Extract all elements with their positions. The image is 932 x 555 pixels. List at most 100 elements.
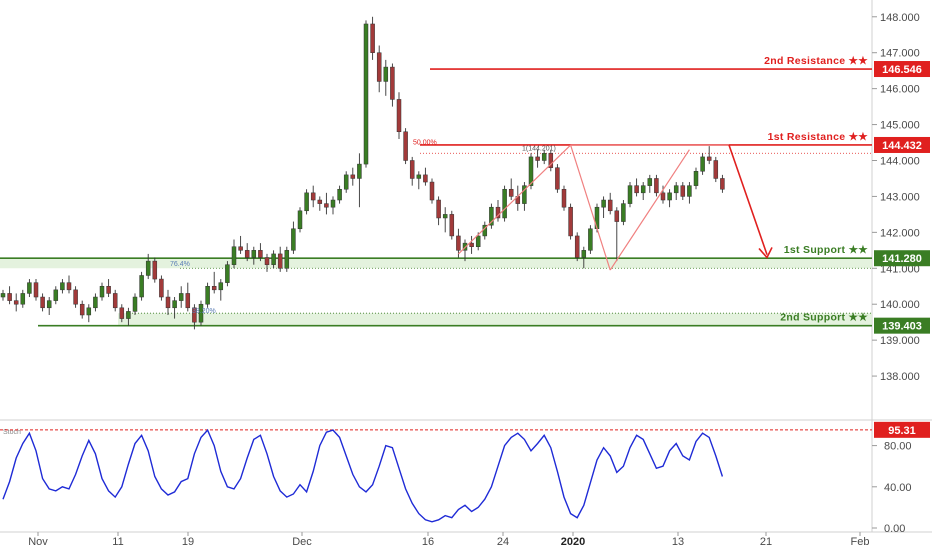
projection-arrow-line xyxy=(728,144,768,255)
candle-body xyxy=(13,300,19,305)
indicator-label: Stoch xyxy=(3,429,21,436)
candle-body xyxy=(258,250,263,258)
candle-body xyxy=(574,235,580,258)
candle-body xyxy=(284,250,290,269)
time-tick-label: 21 xyxy=(760,536,772,548)
candle-body xyxy=(310,192,316,201)
candle-body xyxy=(291,228,296,251)
level-tags: 146.546 144.432 141.280 139.403 95.31 xyxy=(874,61,930,438)
candle-body xyxy=(126,311,131,319)
candle-body xyxy=(502,188,507,219)
candle-body xyxy=(621,203,626,222)
candle-body xyxy=(403,131,408,161)
candle-body xyxy=(568,206,573,237)
candle-body xyxy=(46,300,52,309)
candle-body xyxy=(324,203,329,208)
candle-body xyxy=(442,214,448,219)
candle-body xyxy=(647,178,653,186)
level-name-label: 2nd Support ★★ xyxy=(780,312,868,324)
candle-body xyxy=(271,253,276,265)
price-tick-label: 139.000 xyxy=(880,335,920,347)
candle-body xyxy=(159,278,164,298)
pattern-drawings xyxy=(457,144,773,271)
support-zone-2 xyxy=(118,313,872,326)
candle-body xyxy=(436,199,441,219)
candle-body xyxy=(86,307,92,316)
level-price-tag-text: 139.403 xyxy=(882,321,922,333)
candle-body xyxy=(627,185,633,204)
candle-body xyxy=(535,156,540,161)
candle-body xyxy=(713,160,719,179)
candle-body xyxy=(693,171,699,186)
pattern-leg xyxy=(609,149,690,271)
pattern-leg xyxy=(570,144,611,271)
candle-body xyxy=(416,174,422,179)
candle-body xyxy=(343,174,349,190)
time-tick-label: 2020 xyxy=(561,536,585,548)
candle-body xyxy=(667,192,672,201)
candle-body xyxy=(0,293,6,298)
pattern-leg xyxy=(457,144,572,255)
candle-body xyxy=(409,160,415,179)
projection-arrow-head xyxy=(758,247,773,259)
price-tick-label: 141.000 xyxy=(880,263,920,275)
price-tick-label: 145.000 xyxy=(880,120,920,132)
time-tick-label: 11 xyxy=(112,536,123,548)
candle-body xyxy=(383,66,389,82)
candle-body xyxy=(376,52,382,82)
fib-annotations: 50.00% 1(144.201) 76.4% 38.20% xyxy=(170,139,556,315)
support-zones xyxy=(0,258,872,326)
candle-body xyxy=(390,66,395,100)
fib-annotation: 76.4% xyxy=(170,261,190,268)
time-tick-label: 19 xyxy=(182,536,194,548)
candle-body xyxy=(251,250,257,258)
support-zone-1 xyxy=(0,258,872,269)
level-price-tag-text: 141.280 xyxy=(882,253,922,265)
candle-body xyxy=(33,282,39,298)
price-tick-label: 147.000 xyxy=(880,48,920,60)
stochastic-line xyxy=(2,428,724,523)
candle-body xyxy=(654,178,659,194)
time-axis: Nov 11 19 Dec 16 24 2020 13 21 Feb xyxy=(28,532,869,548)
candle-body xyxy=(396,99,402,133)
candle-body xyxy=(264,257,270,265)
candle-body xyxy=(660,192,666,201)
candle-body xyxy=(99,285,105,298)
level-name-label: 2nd Resistance ★★ xyxy=(764,55,868,67)
price-tick-label: 140.000 xyxy=(880,299,920,311)
candle-body xyxy=(218,282,224,291)
level-price-tag-text: 146.546 xyxy=(882,64,922,76)
candle-body xyxy=(198,303,204,323)
candle-body xyxy=(607,199,613,212)
candle-body xyxy=(119,307,125,319)
candle-body xyxy=(363,23,369,165)
candle-body xyxy=(429,181,435,201)
level-price-tag xyxy=(874,250,930,267)
indicator-tick-label: 0.00 xyxy=(884,523,905,535)
price-tick-label: 142.000 xyxy=(880,227,920,239)
candle-body xyxy=(132,296,138,312)
level-price-tag xyxy=(874,61,930,78)
candle-body xyxy=(541,153,547,161)
level-name-label: 1st Resistance ★★ xyxy=(768,131,869,143)
price-candles xyxy=(0,16,725,330)
candle-body xyxy=(297,210,303,230)
candle-body xyxy=(60,282,65,291)
price-axis: 148.000 147.000 146.000 145.000 144.000 143.0… xyxy=(872,12,920,535)
candle-body xyxy=(93,296,98,309)
price-tick-label: 138.000 xyxy=(880,371,920,383)
candle-body xyxy=(370,23,375,53)
candle-body xyxy=(79,303,85,316)
candle-body xyxy=(489,206,494,226)
candle-body xyxy=(700,156,705,172)
price-tick-label: 144.000 xyxy=(880,155,920,167)
threshold-tag xyxy=(874,421,930,438)
time-tick-label: 24 xyxy=(497,536,509,548)
time-tick-label: 13 xyxy=(672,536,684,548)
fib-annotation: 1(144.201) xyxy=(522,145,556,152)
indicator-tick-label: 40.00 xyxy=(884,482,912,494)
candle-body xyxy=(680,185,686,197)
candle-body xyxy=(172,300,177,309)
